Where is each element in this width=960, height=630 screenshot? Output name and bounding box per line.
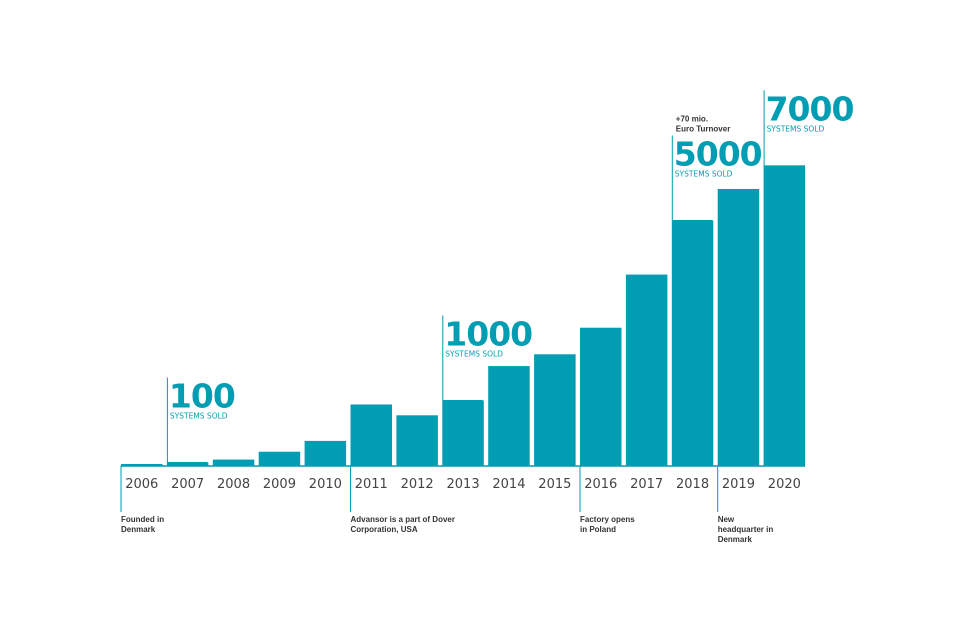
bar-2015 xyxy=(534,354,576,466)
x-tick-label-2011: 2011 xyxy=(355,477,388,492)
milestone-caption-2018: SYSTEMS SOLD xyxy=(675,169,733,178)
milestone-number-2018: 5000 xyxy=(674,134,762,173)
milestone-caption-2007: SYSTEMS SOLD xyxy=(170,412,228,421)
x-tick-label-2012: 2012 xyxy=(401,477,434,492)
event-label-2019-0: New xyxy=(718,515,735,524)
x-tick-label-2016: 2016 xyxy=(584,477,617,492)
x-tick-label-2017: 2017 xyxy=(630,477,663,492)
bar-2019 xyxy=(717,188,760,466)
milestone-number-2020: 7000 xyxy=(766,89,854,128)
milestone-note-2018-1: Euro Turnover xyxy=(676,124,731,133)
milestone-number-2013: 1000 xyxy=(444,315,532,354)
x-tick-label-2007: 2007 xyxy=(171,477,204,492)
event-label-2019-2: Denmark xyxy=(718,535,753,544)
bar-2013 xyxy=(442,400,484,466)
event-label-2016-0: Factory opens xyxy=(580,515,635,524)
event-label-2006-0: Founded in xyxy=(121,515,164,524)
bar-2014 xyxy=(488,366,530,466)
x-tick-label-2013: 2013 xyxy=(447,477,480,492)
x-tick-label-2015: 2015 xyxy=(538,477,571,492)
bar-2011 xyxy=(350,404,392,466)
bar-2016 xyxy=(580,327,622,466)
bar-2018 xyxy=(671,220,714,466)
bar-2017 xyxy=(625,274,668,466)
bar-2006 xyxy=(121,464,163,466)
bar-2010 xyxy=(304,440,347,466)
milestone-number-2007: 100 xyxy=(169,377,235,416)
x-tick-label-2020: 2020 xyxy=(768,477,801,492)
bar-2009 xyxy=(258,451,301,466)
x-tick-label-2018: 2018 xyxy=(676,477,709,492)
event-label-2011-0: Advansor is a part of Dover xyxy=(351,515,455,524)
bar-2020 xyxy=(763,165,806,466)
milestone-note-2018-0: +70 mio. xyxy=(676,114,708,123)
x-tick-label-2008: 2008 xyxy=(217,477,250,492)
bar-2012 xyxy=(396,415,438,466)
x-tick-label-2010: 2010 xyxy=(309,477,342,492)
x-tick-label-2009: 2009 xyxy=(263,477,296,492)
x-tick-label-2019: 2019 xyxy=(722,477,755,492)
event-label-2006-1: Denmark xyxy=(121,525,156,534)
event-label-2016-1: in Poland xyxy=(580,525,616,534)
milestone-caption-2013: SYSTEMS SOLD xyxy=(445,350,503,359)
bar-2007 xyxy=(166,462,209,466)
bar-2008 xyxy=(212,459,255,466)
event-label-2011-1: Corporation, USA xyxy=(351,525,418,534)
x-tick-label-2006: 2006 xyxy=(125,477,158,492)
milestone-caption-2020: SYSTEMS SOLD xyxy=(767,124,825,133)
x-tick-label-2014: 2014 xyxy=(492,477,525,492)
event-label-2019-1: headquarter in xyxy=(718,525,774,534)
